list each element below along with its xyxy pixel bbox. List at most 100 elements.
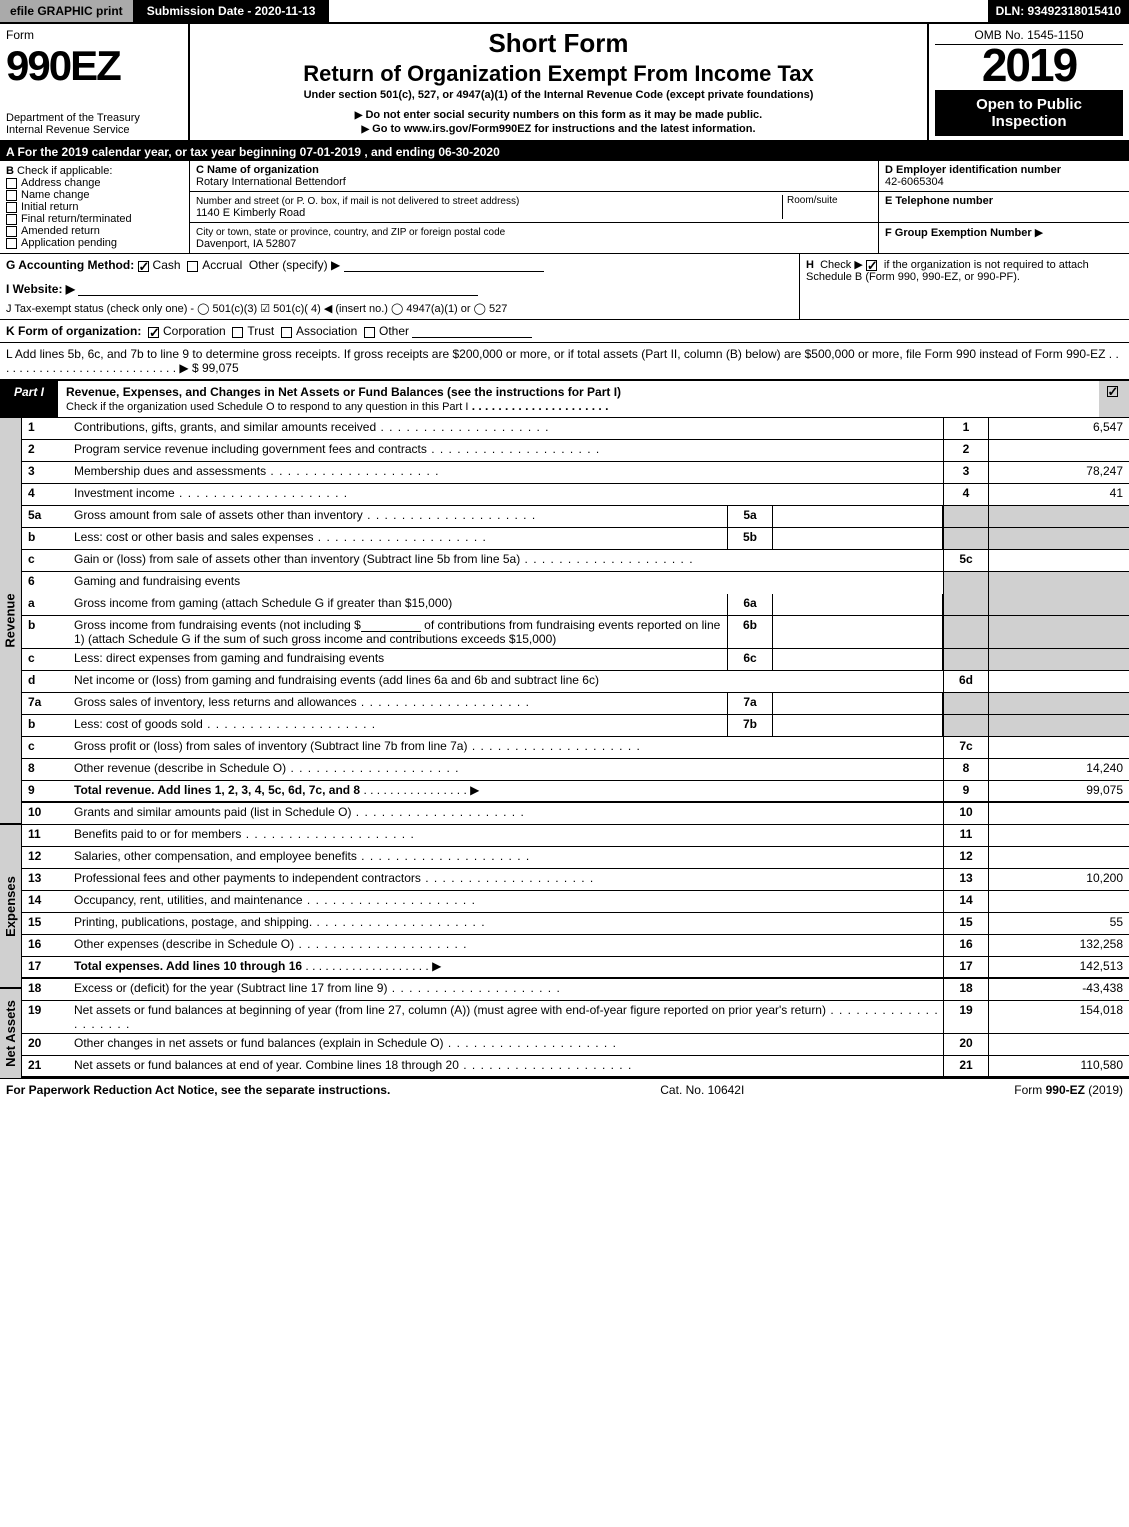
line-7c-num: c bbox=[22, 737, 70, 758]
line-6-vshade bbox=[989, 572, 1129, 594]
line-8-value: 14,240 bbox=[989, 759, 1129, 780]
checkbox-other-org[interactable] bbox=[364, 327, 375, 338]
line-6: 6 Gaming and fundraising events bbox=[22, 572, 1129, 594]
line-5c-desc: Gain or (loss) from sale of assets other… bbox=[70, 550, 943, 571]
line-7c-value bbox=[989, 737, 1129, 758]
line-12-num: 12 bbox=[22, 847, 70, 868]
line-6b-vshade bbox=[989, 616, 1129, 648]
part-1-checkbox-cell bbox=[1099, 381, 1129, 417]
checkbox-final-return[interactable] bbox=[6, 214, 17, 225]
checkbox-name-change[interactable] bbox=[6, 190, 17, 201]
line-17: 17 Total expenses. Add lines 10 through … bbox=[22, 957, 1129, 979]
line-11-desc: Benefits paid to or for members bbox=[70, 825, 943, 846]
checkbox-amended-return[interactable] bbox=[6, 226, 17, 237]
line-15-desc: Printing, publications, postage, and shi… bbox=[70, 913, 943, 934]
line-7b: b Less: cost of goods sold 7b bbox=[22, 715, 1129, 737]
line-6c-rshade bbox=[943, 649, 989, 670]
accrual-label: Accrual bbox=[202, 258, 242, 272]
line-6-rshade bbox=[943, 572, 989, 594]
other-specify-label: Other (specify) bbox=[249, 258, 328, 272]
line-6-num: 6 bbox=[22, 572, 70, 594]
checkbox-app-pending[interactable] bbox=[6, 238, 17, 249]
line-6c-mid: 6c bbox=[727, 649, 773, 670]
line-7a: 7a Gross sales of inventory, less return… bbox=[22, 693, 1129, 715]
footer-form-ref: Form 990-EZ (2019) bbox=[1014, 1083, 1123, 1097]
final-return-label: Final return/terminated bbox=[21, 213, 132, 225]
goto-link[interactable]: Go to www.irs.gov/Form990EZ for instruct… bbox=[196, 123, 921, 135]
checkbox-schedule-b[interactable] bbox=[866, 260, 877, 271]
checkbox-accrual[interactable] bbox=[187, 261, 198, 272]
line-6c: c Less: direct expenses from gaming and … bbox=[22, 649, 1129, 671]
line-7c-desc: Gross profit or (loss) from sales of inv… bbox=[70, 737, 943, 758]
dln: DLN: 93492318015410 bbox=[988, 0, 1129, 22]
website-input[interactable] bbox=[78, 295, 478, 296]
checkbox-corporation[interactable] bbox=[148, 327, 159, 338]
header-left: Form 990EZ Department of the Treasury In… bbox=[0, 24, 190, 140]
line-16-desc: Other expenses (describe in Schedule O) bbox=[70, 935, 943, 956]
line-5a-mid: 5a bbox=[727, 506, 773, 527]
line-7a-midval bbox=[773, 693, 943, 714]
addr-label: Number and street (or P. O. box, if mail… bbox=[196, 196, 519, 207]
efile-print-button[interactable]: efile GRAPHIC print bbox=[0, 0, 135, 22]
page-footer: For Paperwork Reduction Act Notice, see … bbox=[0, 1078, 1129, 1101]
checkbox-cash[interactable] bbox=[138, 261, 149, 272]
checkbox-association[interactable] bbox=[281, 327, 292, 338]
topbar-left: efile GRAPHIC print Submission Date - 20… bbox=[0, 0, 329, 22]
return-title: Return of Organization Exempt From Incom… bbox=[196, 61, 921, 87]
other-specify-input[interactable] bbox=[344, 271, 544, 272]
line-6d-desc: Net income or (loss) from gaming and fun… bbox=[70, 671, 943, 692]
line-19-desc: Net assets or fund balances at beginning… bbox=[70, 1001, 943, 1033]
line-6b: b Gross income from fundraising events (… bbox=[22, 616, 1129, 649]
line-14-value bbox=[989, 891, 1129, 912]
line-15-value: 55 bbox=[989, 913, 1129, 934]
line-3-desc: Membership dues and assessments bbox=[70, 462, 943, 483]
l-text: L Add lines 5b, 6c, and 7b to line 9 to … bbox=[6, 347, 1105, 361]
line-4-rnum: 4 bbox=[943, 484, 989, 505]
section-bcd: B Check if applicable: Address change Na… bbox=[0, 161, 1129, 254]
line-7a-mid: 7a bbox=[727, 693, 773, 714]
city-state-zip: Davenport, IA 52807 bbox=[196, 238, 296, 250]
line-6b-midval bbox=[773, 616, 943, 648]
line-15: 15 Printing, publications, postage, and … bbox=[22, 913, 1129, 935]
line-20-desc: Other changes in net assets or fund bala… bbox=[70, 1034, 943, 1055]
part-1-title: Revenue, Expenses, and Changes in Net As… bbox=[58, 381, 1099, 417]
row-l: L Add lines 5b, 6c, and 7b to line 9 to … bbox=[0, 343, 1129, 381]
city-label: City or town, state or province, country… bbox=[196, 227, 505, 238]
checkbox-address-change[interactable] bbox=[6, 178, 17, 189]
line-8-num: 8 bbox=[22, 759, 70, 780]
i-label: I Website: ▶ bbox=[6, 282, 75, 296]
short-form-title: Short Form bbox=[196, 28, 921, 59]
section-def: D Employer identification number 42-6065… bbox=[879, 161, 1129, 253]
street-address: 1140 E Kimberly Road bbox=[196, 207, 305, 219]
line-5b-midval bbox=[773, 528, 943, 549]
line-16-value: 132,258 bbox=[989, 935, 1129, 956]
line-7a-desc: Gross sales of inventory, less returns a… bbox=[70, 693, 727, 714]
line-5a-num: 5a bbox=[22, 506, 70, 527]
line-12-rnum: 12 bbox=[943, 847, 989, 868]
line-13: 13 Professional fees and other payments … bbox=[22, 869, 1129, 891]
line-18-num: 18 bbox=[22, 979, 70, 1000]
line-7b-desc: Less: cost of goods sold bbox=[70, 715, 727, 736]
line-5b: b Less: cost or other basis and sales ex… bbox=[22, 528, 1129, 550]
line-18: 18 Excess or (deficit) for the year (Sub… bbox=[22, 979, 1129, 1001]
cash-label: Cash bbox=[153, 258, 181, 272]
line-7c-rnum: 7c bbox=[943, 737, 989, 758]
line-13-value: 10,200 bbox=[989, 869, 1129, 890]
line-17-rnum: 17 bbox=[943, 957, 989, 977]
line-21-rnum: 21 bbox=[943, 1056, 989, 1076]
line-5a-midval bbox=[773, 506, 943, 527]
line-9-num: 9 bbox=[22, 781, 70, 801]
header-center: Short Form Return of Organization Exempt… bbox=[190, 24, 929, 140]
line-3-value: 78,247 bbox=[989, 462, 1129, 483]
line-1: 1 Contributions, gifts, grants, and simi… bbox=[22, 418, 1129, 440]
other-org-input[interactable] bbox=[412, 337, 532, 338]
line-6b-rshade bbox=[943, 616, 989, 648]
line-9: 9 Total revenue. Add lines 1, 2, 3, 4, 5… bbox=[22, 781, 1129, 803]
line-6c-vshade bbox=[989, 649, 1129, 670]
line-21-value: 110,580 bbox=[989, 1056, 1129, 1076]
checkbox-schedule-o[interactable] bbox=[1107, 386, 1118, 397]
submission-date: Submission Date - 2020-11-13 bbox=[135, 0, 330, 22]
checkbox-trust[interactable] bbox=[232, 327, 243, 338]
line-13-desc: Professional fees and other payments to … bbox=[70, 869, 943, 890]
checkbox-initial-return[interactable] bbox=[6, 202, 17, 213]
